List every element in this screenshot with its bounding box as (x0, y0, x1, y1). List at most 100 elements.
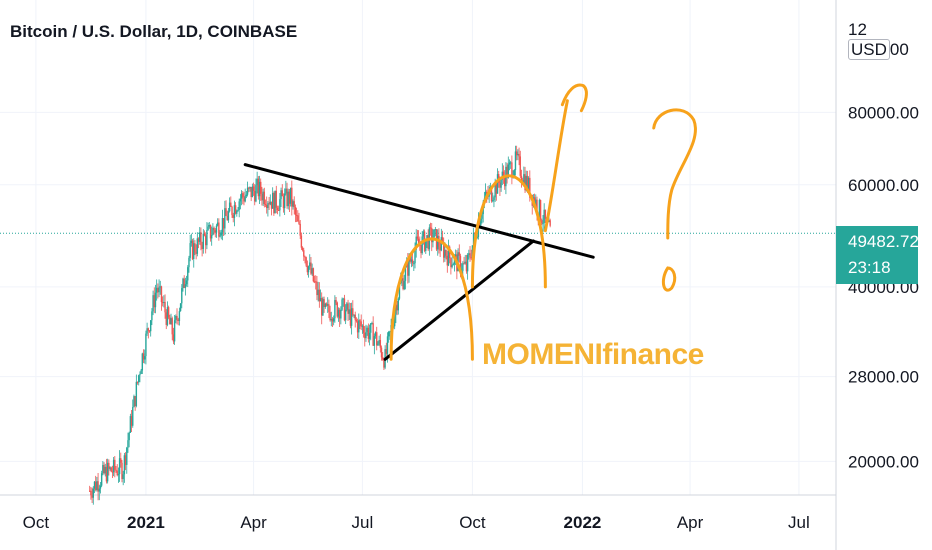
candle-body (445, 249, 447, 256)
candle-body (254, 190, 256, 202)
candle-body (163, 302, 165, 304)
candle-body (153, 295, 155, 308)
candle-body (117, 474, 120, 476)
candle-body (195, 252, 197, 254)
candle-body (318, 289, 321, 302)
candle-body (386, 336, 389, 354)
candle-body (402, 278, 404, 290)
candle-body (199, 232, 201, 242)
candle-body (104, 466, 106, 474)
candle-body (297, 215, 299, 222)
candle-body (294, 207, 297, 215)
candle-body (160, 286, 163, 303)
candle-body (270, 201, 273, 209)
candle-body (472, 232, 475, 246)
x-tick-label: Oct (459, 513, 486, 532)
candle-body (166, 307, 169, 325)
candle-body (484, 191, 487, 199)
candle-body (520, 175, 523, 181)
candle-body (362, 325, 365, 333)
candle-body (100, 473, 103, 486)
candle-body (260, 181, 262, 194)
candle-body (316, 281, 318, 296)
candle-body (115, 469, 117, 471)
candle-body (230, 202, 232, 207)
x-tick-label: Jul (788, 513, 810, 532)
candle-body (151, 311, 153, 321)
candle-body (440, 237, 443, 251)
candle-body (177, 319, 179, 321)
candle-body (146, 328, 148, 334)
candle-body (171, 318, 173, 335)
x-tick-label: Jul (352, 513, 374, 532)
candle-body (187, 267, 189, 281)
candle-body (373, 335, 376, 346)
candle-body (129, 416, 132, 433)
candle-body (139, 374, 141, 376)
candle-body (209, 224, 212, 239)
candle-body (349, 309, 352, 326)
candle-body (289, 187, 292, 204)
candle-body (408, 256, 410, 276)
candle-body (105, 466, 108, 482)
candle-body (258, 181, 261, 197)
candle-body (398, 283, 401, 299)
candle-body (106, 462, 109, 482)
candle-body (252, 186, 255, 191)
candle-body (340, 309, 342, 319)
candle-body (374, 332, 377, 336)
candle-body (207, 226, 209, 231)
currency-label[interactable]: USD (848, 39, 890, 60)
rounded-top-arc-2 (470, 174, 547, 289)
candle-body (120, 458, 122, 463)
candle-body (300, 235, 303, 248)
candle-body (155, 287, 158, 293)
candle-body (142, 353, 145, 360)
candle-body (121, 462, 123, 480)
candle-body (542, 223, 544, 225)
question-mark-dot (661, 266, 677, 292)
candle-body (219, 235, 221, 237)
candle-body (434, 229, 437, 231)
candle-body (268, 203, 270, 205)
candle-body (283, 193, 286, 209)
candle-body (224, 208, 226, 229)
candle-body (191, 240, 194, 259)
candle-body (415, 236, 417, 250)
candle-body (161, 302, 164, 304)
candle-body (98, 488, 100, 492)
candle-body (499, 182, 501, 188)
candle-body (144, 356, 146, 360)
currency-selector[interactable]: 12 USD 00 (848, 20, 932, 60)
candle-body (94, 481, 97, 490)
candle-body (338, 309, 341, 319)
candle-body (118, 458, 121, 475)
candle-body (393, 314, 396, 327)
candle-body (202, 233, 205, 249)
candle-body (188, 257, 190, 268)
candle-body (529, 177, 531, 198)
candle-body (348, 309, 350, 314)
candle-body (341, 299, 343, 310)
candle-body (335, 300, 337, 303)
candle-body (501, 171, 504, 180)
candle-body (233, 205, 236, 218)
candle-body (96, 481, 98, 490)
candle-body (463, 263, 465, 265)
candle-body (366, 327, 368, 332)
grid-lines (0, 0, 836, 495)
candle-body (332, 318, 335, 322)
candle-body (110, 467, 112, 472)
candle-body (385, 349, 388, 354)
x-tick-label: 2022 (564, 513, 602, 532)
candle-body (327, 304, 329, 306)
candle-body (269, 201, 271, 205)
x-tick-label: Apr (240, 513, 267, 532)
candle-body (307, 266, 310, 273)
candle-body (346, 303, 348, 310)
candle-body (310, 262, 312, 274)
candle-body (331, 318, 334, 322)
candle-body (364, 332, 366, 339)
candle-body (135, 381, 138, 407)
